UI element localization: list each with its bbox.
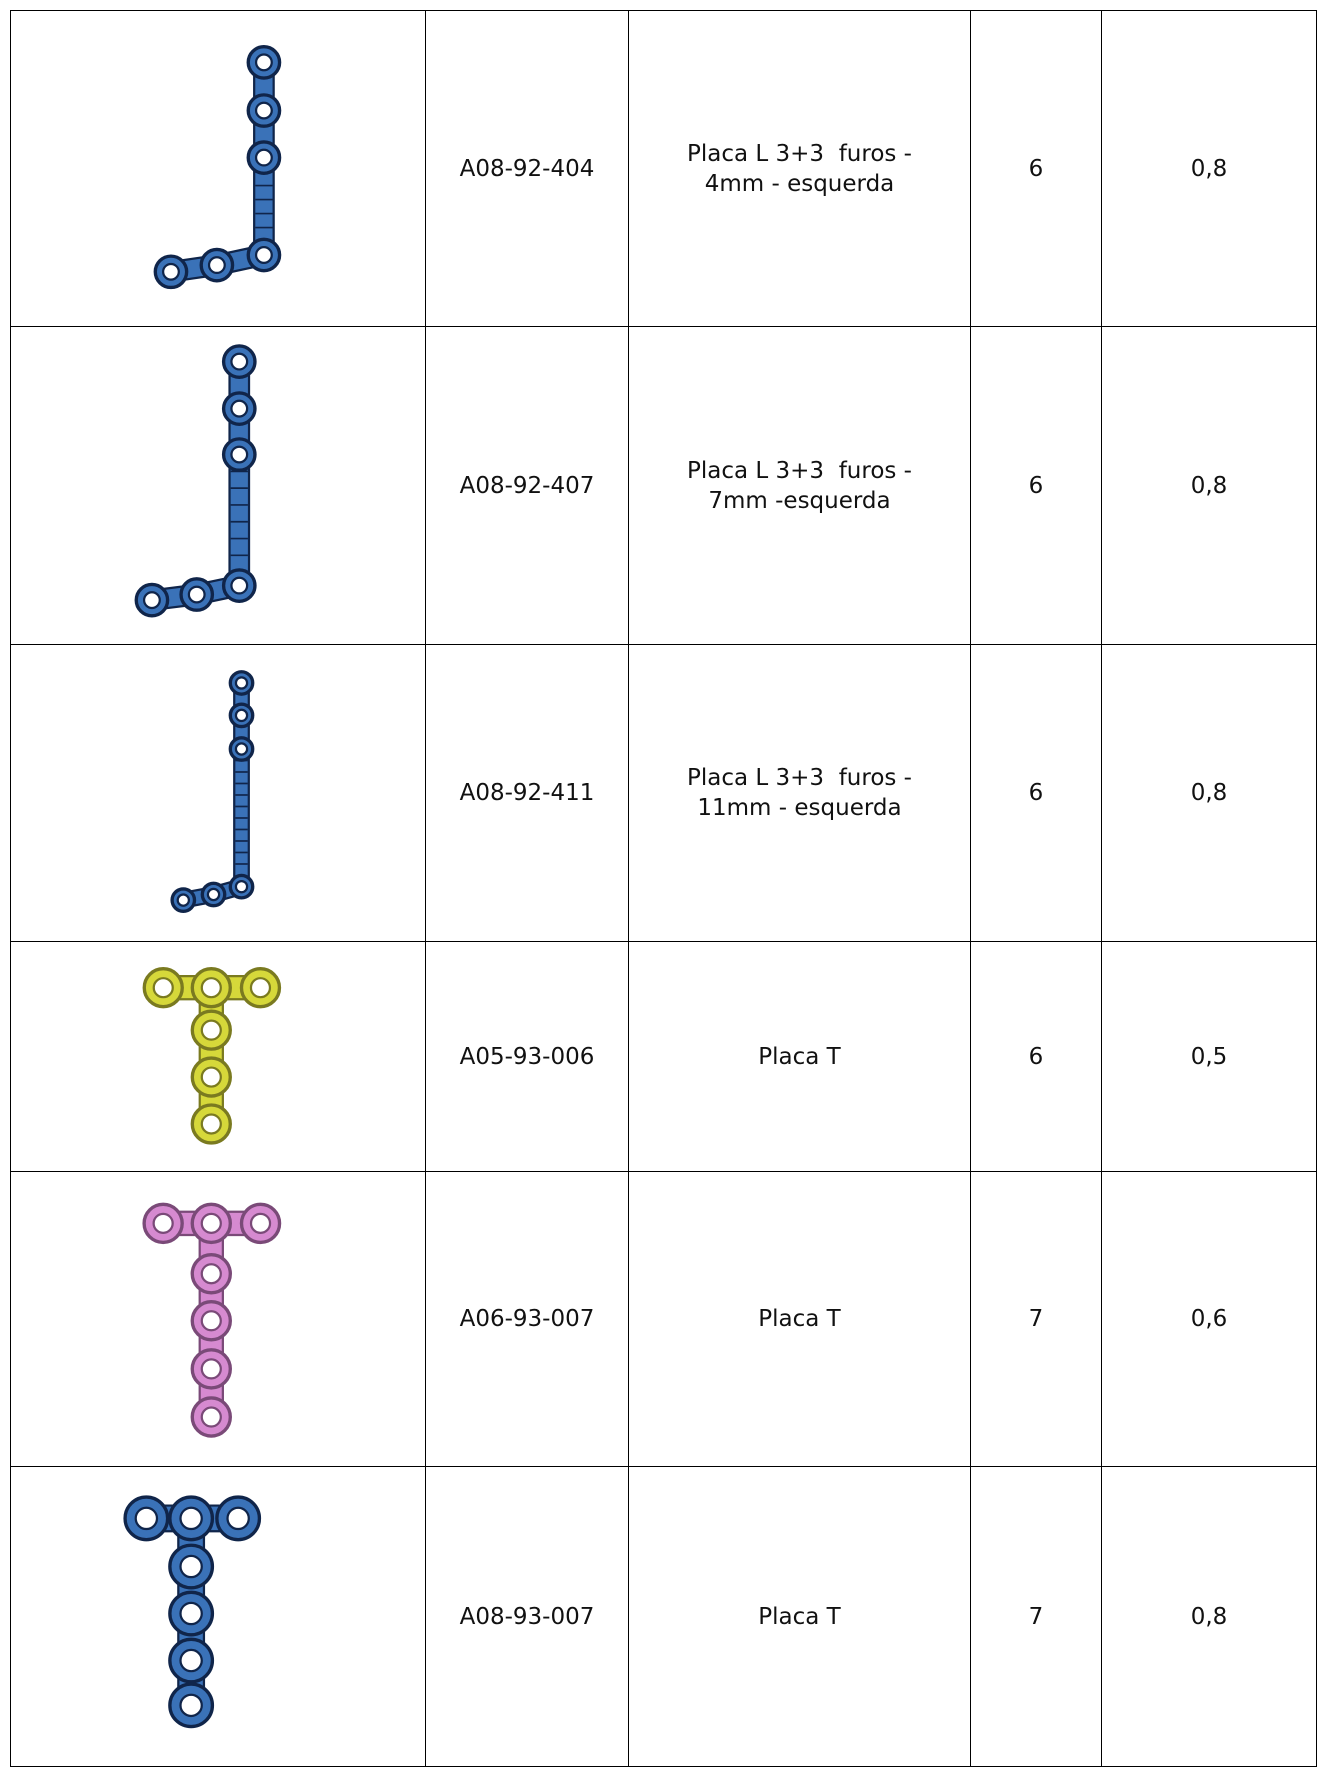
- plate-hole: [179, 1648, 203, 1672]
- product-code: A06-93-007: [425, 1171, 629, 1467]
- plate-hole: [234, 879, 249, 893]
- plate-hole: [200, 1212, 222, 1234]
- plate-hole: [230, 576, 249, 595]
- plate-hole: [179, 1554, 203, 1578]
- plate-hole: [187, 585, 206, 603]
- product-description: Placa L 3+3 furos - 7mm -esquerda: [628, 326, 971, 645]
- plate-hole: [234, 708, 249, 722]
- hole-count: 7: [970, 1466, 1102, 1767]
- product-description: Placa L 3+3 furos - 11mm - esquerda: [628, 644, 971, 942]
- plate-hole: [134, 1506, 159, 1530]
- plate-hole: [254, 148, 273, 167]
- hole-count: 6: [970, 941, 1102, 1172]
- plate-hole: [230, 445, 249, 464]
- table-row: A08-93-007 Placa T 7 0,8: [10, 1466, 1317, 1767]
- plate-hole: [226, 1506, 250, 1530]
- table-row: A08-92-404 Placa L 3+3 furos - 4mm - esqu…: [10, 10, 1317, 327]
- plate-hole: [179, 1506, 203, 1530]
- thickness: 0,6: [1101, 1171, 1317, 1467]
- table-row: A08-92-407 Placa L 3+3 furos - 7mm -esque…: [10, 326, 1317, 645]
- product-code: A05-93-006: [425, 941, 629, 1172]
- product-description: Placa T: [628, 941, 971, 1172]
- plate-image: [142, 966, 282, 1145]
- plate-hole: [162, 262, 180, 281]
- thickness: 0,8: [1101, 326, 1317, 645]
- plate-hole: [200, 1357, 222, 1380]
- plate-hole: [179, 1601, 203, 1625]
- product-table: A08-92-404 Placa L 3+3 furos - 4mm - esqu…: [10, 10, 1317, 1767]
- plate-image: [123, 1494, 262, 1728]
- plate-hole: [200, 1065, 222, 1088]
- product-description: Placa T: [628, 1171, 971, 1467]
- thickness: 0,5: [1101, 941, 1317, 1172]
- thickness: 0,8: [1101, 644, 1317, 942]
- hole-count: 6: [970, 644, 1102, 942]
- plate-image: [142, 1202, 282, 1438]
- plate-image: [134, 343, 257, 617]
- product-code: A08-93-007: [425, 1466, 629, 1767]
- plate-hole: [249, 976, 272, 998]
- plate-hole: [206, 887, 221, 901]
- plate-hole: [152, 976, 174, 998]
- plate-hole: [230, 352, 249, 371]
- thickness: 0,8: [1101, 10, 1317, 327]
- plate-hole: [200, 1112, 222, 1135]
- hole-count: 7: [970, 1171, 1102, 1467]
- plate-hole: [254, 101, 273, 120]
- plate-hole: [152, 1212, 174, 1234]
- table-row: A05-93-006 Placa T 6 0,5: [10, 941, 1317, 1172]
- product-description: Placa T: [628, 1466, 971, 1767]
- image-cell: [10, 10, 426, 327]
- plate-hole: [200, 976, 222, 998]
- plate-hole: [254, 52, 273, 71]
- plate-hole: [200, 1405, 222, 1428]
- plate-hole: [179, 1693, 203, 1717]
- plate-hole: [230, 399, 249, 418]
- plate-hole: [142, 590, 161, 609]
- image-cell: [10, 644, 426, 942]
- plate-hole: [254, 245, 273, 264]
- image-cell: [10, 1466, 426, 1767]
- image-cell: [10, 326, 426, 645]
- plate-image: [153, 44, 282, 289]
- plate-hole: [207, 255, 226, 274]
- product-code: A08-92-407: [425, 326, 629, 645]
- table-row: A06-93-007 Placa T 7 0,6: [10, 1171, 1317, 1467]
- hole-count: 6: [970, 10, 1102, 327]
- thickness: 0,8: [1101, 1466, 1317, 1767]
- table-row: A08-92-411 Placa L 3+3 furos - 11mm - esq…: [10, 644, 1317, 942]
- plate-image: [170, 669, 255, 913]
- plate-hole: [249, 1212, 272, 1234]
- product-code: A08-92-404: [425, 10, 629, 327]
- plate-hole: [200, 1262, 222, 1284]
- plate-hole: [200, 1309, 222, 1331]
- image-cell: [10, 1171, 426, 1467]
- plate-hole: [200, 1019, 222, 1041]
- plate-hole: [234, 675, 249, 690]
- image-cell: [10, 941, 426, 1172]
- plate-hole: [176, 892, 191, 907]
- product-code: A08-92-411: [425, 644, 629, 942]
- product-description: Placa L 3+3 furos - 4mm - esquerda: [628, 10, 971, 327]
- hole-count: 6: [970, 326, 1102, 645]
- plate-hole: [234, 741, 249, 756]
